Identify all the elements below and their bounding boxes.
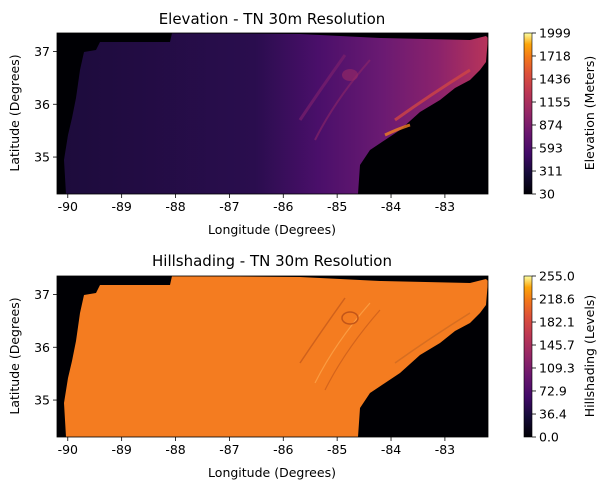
elevation-cbtick-label: 1436 — [539, 72, 571, 87]
elevation-cbtick-label: 1718 — [539, 48, 571, 63]
elevation-cbtick-label: 874 — [539, 117, 563, 132]
elevation-xlabel: Longitude (Degrees) — [208, 222, 336, 237]
elevation-colorbar-label: Elevation (Meters) — [582, 56, 597, 171]
hillshade-plot: Hillshading - TN 30m Resolution -90 -89 -8… — [7, 252, 597, 480]
hillshade-x-ticks: -90 -89 -88 -87 -86 -85 -84 -83 — [58, 437, 455, 457]
elevation-colorbar — [524, 33, 532, 194]
hillshade-cbtick-label: 255.0 — [539, 269, 575, 284]
hillshade-cbtick-label: 145.7 — [539, 338, 575, 353]
elevation-ytick-label: 37 — [34, 44, 50, 59]
hillshade-title: Hillshading - TN 30m Resolution — [152, 252, 392, 270]
hillshade-xtick-label: -86 — [273, 442, 293, 457]
elevation-cbtick-label: 30 — [539, 187, 555, 202]
elevation-xtick-label: -84 — [381, 199, 401, 214]
hillshade-xtick-label: -89 — [111, 442, 131, 457]
hillshade-ytick-label: 35 — [34, 393, 50, 408]
hillshade-cbtick-label: 0.0 — [539, 430, 559, 445]
elevation-title: Elevation - TN 30m Resolution — [159, 10, 386, 28]
hillshade-cbtick-label: 218.6 — [539, 291, 575, 306]
hillshade-xtick-label: -90 — [58, 442, 78, 457]
hillshade-colorbar-label: Hillshading (Levels) — [582, 295, 597, 417]
elevation-frame — [56, 32, 489, 195]
hillshade-cbtick-label: 182.1 — [539, 315, 575, 330]
elevation-xtick-label: -83 — [435, 199, 455, 214]
elevation-ytick-label: 35 — [34, 150, 50, 165]
hillshade-frame — [56, 275, 489, 438]
elevation-cbtick-label: 1999 — [539, 26, 571, 41]
elevation-ytick-label: 36 — [34, 97, 50, 112]
elevation-cbtick-label: 311 — [539, 164, 563, 179]
hillshade-y-ticks: 35 36 37 — [34, 287, 57, 408]
hillshade-xtick-label: -85 — [327, 442, 347, 457]
hillshade-cbtick-label: 36.4 — [539, 407, 567, 422]
hillshade-colorbar-ticks: 0.0 36.4 72.9 109.3 145.7 182.1 218.6 255.0 — [532, 269, 575, 445]
hillshade-ytick-label: 36 — [34, 340, 50, 355]
hillshade-cbtick-label: 72.9 — [539, 383, 567, 398]
elevation-xtick-label: -86 — [273, 199, 293, 214]
elevation-x-ticks: -90 -89 -88 -87 -86 -85 -84 -83 — [58, 194, 455, 214]
elevation-xtick-label: -87 — [219, 199, 239, 214]
hillshade-image — [57, 276, 488, 437]
elevation-xtick-label: -89 — [111, 199, 131, 214]
hillshade-xtick-label: -87 — [219, 442, 239, 457]
hillshade-ylabel: Latitude (Degrees) — [7, 297, 22, 414]
hillshade-cbtick-label: 109.3 — [539, 360, 575, 375]
elevation-xtick-label: -85 — [327, 199, 347, 214]
elevation-y-ticks: 35 36 37 — [34, 44, 57, 165]
elevation-image — [57, 33, 488, 194]
hillshade-xtick-label: -88 — [165, 442, 185, 457]
elevation-xtick-label: -90 — [58, 199, 78, 214]
elevation-cbtick-label: 593 — [539, 140, 563, 155]
elevation-plot: Elevation - TN 30m Resolution -90 -89 -88-… — [7, 10, 597, 237]
elevation-xtick-label: -88 — [165, 199, 185, 214]
elevation-cbtick-label: 1155 — [539, 95, 571, 110]
hillshade-xlabel: Longitude (Degrees) — [208, 465, 336, 480]
elevation-colorbar-ticks: 30 311 593 874 1155 1436 1718 1999 — [532, 26, 571, 202]
hillshade-ytick-label: 37 — [34, 287, 50, 302]
hillshade-colorbar — [524, 276, 532, 437]
elevation-ylabel: Latitude (Degrees) — [7, 54, 22, 171]
hillshade-xtick-label: -84 — [381, 442, 401, 457]
hillshade-xtick-label: -83 — [435, 442, 455, 457]
